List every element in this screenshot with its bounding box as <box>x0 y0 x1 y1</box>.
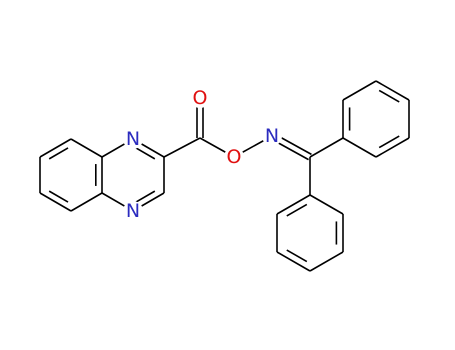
label-mask <box>262 126 282 146</box>
atom-label: N <box>126 128 140 150</box>
bond <box>309 137 344 158</box>
atom-labels: N N O O N <box>123 87 282 222</box>
bond <box>342 137 377 158</box>
bond-inner <box>135 190 156 203</box>
bond <box>39 138 72 158</box>
bond <box>70 138 103 158</box>
bond <box>342 80 377 101</box>
label-mask <box>123 201 143 221</box>
bond-inner <box>48 190 69 203</box>
atom-label: O <box>227 146 242 168</box>
bond-inner <box>286 249 308 263</box>
bond-inner <box>135 147 156 160</box>
bond <box>276 194 311 215</box>
label-mask <box>190 88 210 108</box>
bond-inner <box>378 135 400 149</box>
label-mask <box>224 147 244 167</box>
bond <box>163 137 201 158</box>
bond <box>309 251 344 272</box>
bond-inner <box>286 203 308 217</box>
bond-inner <box>378 89 400 103</box>
bond-inner <box>48 147 69 160</box>
label-mask <box>123 129 143 149</box>
bond <box>375 137 410 158</box>
bond <box>39 192 72 212</box>
atom-label: N <box>265 125 279 147</box>
bond <box>276 251 311 272</box>
bond <box>375 80 410 101</box>
bond <box>309 194 344 215</box>
atom-label: N <box>126 200 140 222</box>
atom-label: O <box>193 87 208 109</box>
bond <box>70 192 103 212</box>
